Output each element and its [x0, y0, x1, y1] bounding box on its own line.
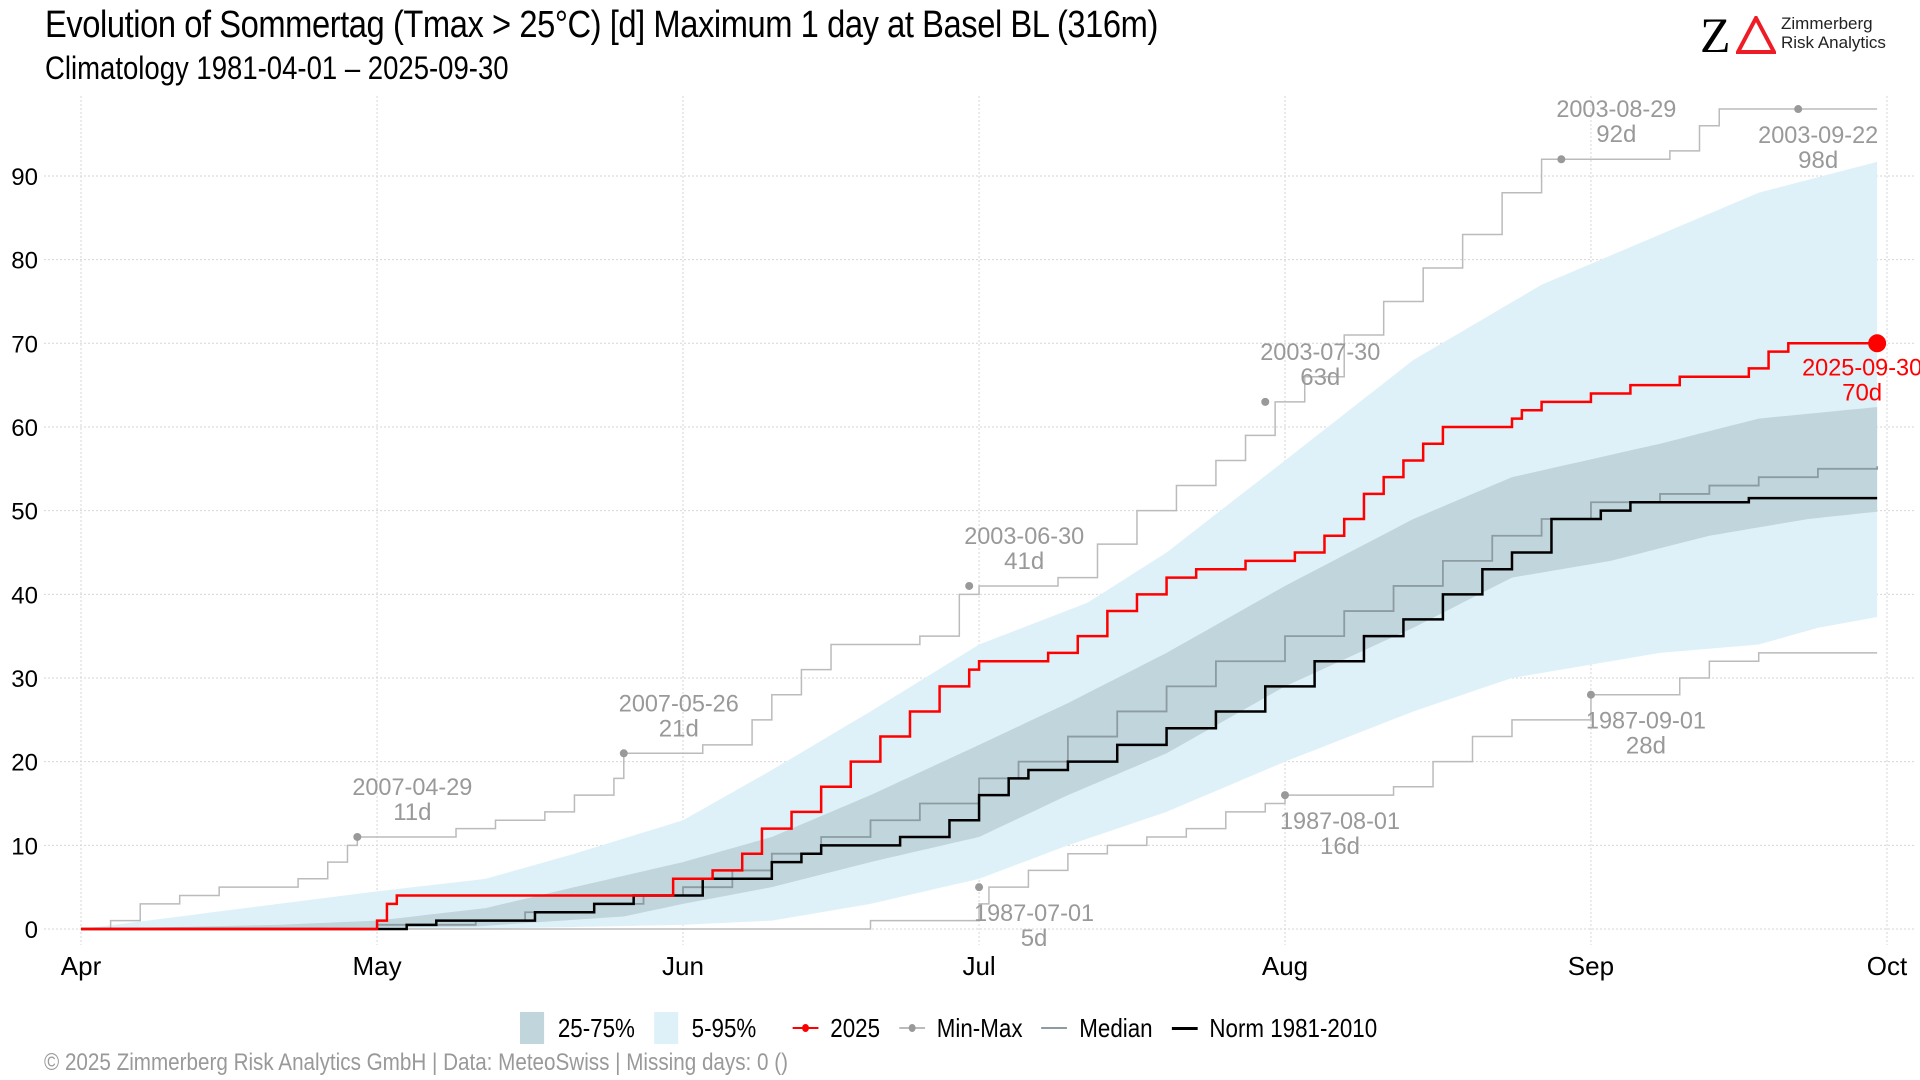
logo-mark: Z [1700, 7, 1731, 63]
x-tick-label: May [353, 951, 402, 981]
y-tick-label: 20 [11, 750, 38, 777]
legend-key-2025 [792, 1022, 819, 1034]
legend-item-2025: 2025 [792, 1013, 880, 1044]
x-tick-label: Jun [662, 951, 704, 981]
record-point [1281, 791, 1289, 800]
logo-text: Zimmerberg Risk Analytics [1781, 14, 1886, 52]
legend-item-median: Median [1041, 1012, 1153, 1044]
legend-swatch-5-95 [653, 1012, 678, 1044]
y-tick-label: 40 [11, 582, 38, 609]
legend: 25-75% 5-95% 2025 Min-Max Median Norm 19… [520, 1012, 1396, 1044]
y-tick-label: 70 [11, 331, 38, 358]
y-tick-label: 10 [11, 833, 38, 860]
x-tick-label: Aug [1262, 951, 1308, 981]
y-axis-labels: 0 10 20 30 40 50 60 70 80 90 [11, 164, 38, 944]
y-tick-label: 50 [11, 499, 38, 526]
record-point [1586, 690, 1595, 699]
logo-line-2: Risk Analytics [1781, 33, 1886, 52]
chart-plot: 0 10 20 30 40 50 60 70 80 90 Apr May Jun Jul Aug Sep Oc… [11, 96, 1920, 981]
series-2025 [81, 342, 1878, 931]
legend-key-min-max [898, 1022, 925, 1034]
legend-item-25-75: 25-75% [520, 1012, 635, 1044]
logo-line-1: Zimmerberg [1781, 14, 1873, 33]
series-min [81, 652, 1878, 930]
legend-key-median [1041, 1022, 1068, 1034]
logo-triangle-icon [1736, 16, 1776, 54]
band-25-75pct [81, 407, 1878, 929]
annotation-date: 1987-08-01 [1280, 808, 1400, 835]
y-tick-label: 30 [11, 666, 38, 693]
annotation-value: 16d [1320, 833, 1360, 860]
legend-label: Norm 1981-2010 [1209, 1012, 1378, 1043]
legend-item-min-max: Min-Max [898, 1012, 1023, 1044]
chart-title: Evolution of Sommertag (Tmax > 25°C) [d]… [45, 4, 1158, 46]
series-norm-1981-2010 [81, 496, 1878, 931]
annotation-value: 5d [1021, 925, 1048, 952]
annotation-value: 98d [1798, 147, 1838, 174]
x-tick-label: Apr [61, 951, 102, 981]
legend-label: 2025 [830, 1012, 881, 1043]
x-axis-labels: Apr May Jun Jul Aug Sep Oct [61, 951, 1908, 981]
annotation-date: 2003-07-30 [1260, 339, 1380, 366]
y-tick-label: 80 [11, 248, 38, 275]
legend-key-norm [1171, 1022, 1198, 1034]
legend-label: 25-75% [557, 1012, 635, 1043]
record-point [1557, 155, 1566, 164]
record-point [965, 581, 974, 590]
annotation-date: 2025-09-30 [1802, 354, 1920, 381]
series-median [81, 466, 1879, 930]
annotation-date: 2003-08-29 [1556, 96, 1676, 123]
legend-item-5-95: 5-95% [653, 1012, 757, 1044]
current-value-point [1868, 334, 1887, 353]
y-tick-label: 0 [25, 917, 38, 944]
legend-label: Median [1079, 1012, 1153, 1043]
annotation-value: 41d [1004, 548, 1044, 575]
band-5-95pct [81, 161, 1878, 930]
record-point [975, 883, 984, 892]
annotation-value: 21d [659, 715, 699, 742]
annotation-date: 2003-06-30 [964, 523, 1084, 550]
annotation-date: 2007-05-26 [619, 690, 739, 717]
percentile-bands [81, 161, 1878, 930]
annotation-date: 2007-04-29 [352, 774, 472, 801]
annotation-value: 92d [1596, 121, 1636, 148]
footer-credits: © 2025 Zimmerberg Risk Analytics GmbH | … [44, 1049, 788, 1076]
legend-label: 5-95% [691, 1012, 757, 1043]
record-point [1261, 397, 1270, 406]
record-point [1794, 105, 1803, 114]
annotation-date: 1987-07-01 [974, 900, 1094, 927]
y-tick-label: 90 [11, 164, 38, 191]
legend-swatch-25-75 [520, 1012, 545, 1044]
annotation-points [353, 105, 1887, 892]
series-max [81, 108, 1878, 930]
chart-subtitle: Climatology 1981-04-01 – 2025-09-30 [45, 50, 509, 86]
record-point [619, 749, 628, 758]
annotation-value: 11d [393, 799, 431, 826]
company-logo: Z Zimmerberg Risk Analytics [1700, 10, 1900, 60]
legend-label: Min-Max [936, 1012, 1023, 1043]
legend-item-norm: Norm 1981-2010 [1171, 1012, 1378, 1044]
annotation-date: 2003-09-22 [1758, 122, 1878, 149]
annotation-value: 63d [1300, 364, 1340, 391]
record-point [353, 832, 362, 841]
x-tick-label: Jul [962, 951, 995, 981]
annotation-value: 28d [1626, 733, 1666, 760]
annotation-value: 70d [1842, 379, 1882, 406]
series-lines [81, 108, 1879, 931]
y-tick-label: 60 [11, 415, 38, 442]
x-tick-label: Oct [1867, 951, 1908, 981]
x-tick-label: Sep [1568, 951, 1614, 981]
annotation-date: 1987-09-01 [1586, 708, 1706, 735]
